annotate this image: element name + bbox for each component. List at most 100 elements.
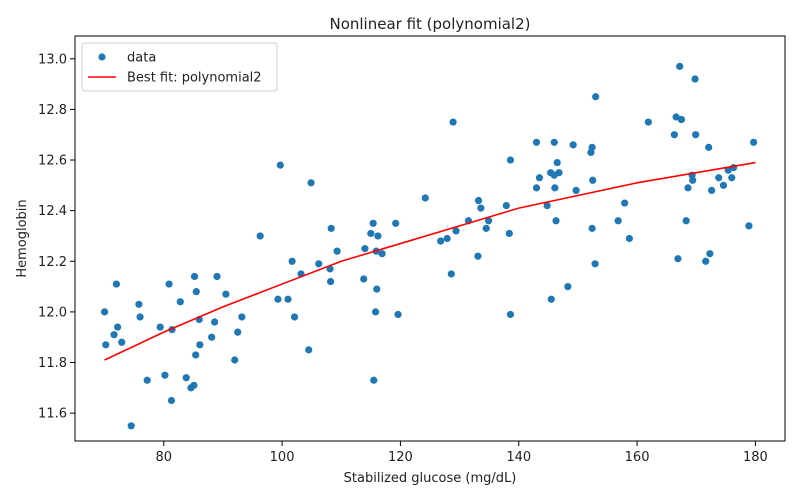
data-point-114 [719,181,728,189]
data-point-75 [535,174,544,182]
data-point-23 [196,341,204,349]
data-point-91 [589,176,597,184]
legend: data Best fit: polynomial2 [81,42,278,92]
data-point-90 [588,224,596,232]
legend-scatter-marker [98,53,106,61]
data-point-110 [705,143,713,151]
data-point-84 [555,169,563,177]
data-point-5 [118,338,126,346]
data-point-101 [676,62,684,70]
data-point-118 [745,222,753,230]
data-point-119 [750,138,758,146]
data-point-95 [621,199,629,207]
chart-title: Nonlinear fit (polynomial2) [329,15,530,33]
x-tick-label: 80 [155,450,172,465]
y-tick-label: 12.8 [38,103,67,118]
data-point-107 [691,75,699,83]
data-point-20 [192,351,200,359]
data-point-31 [256,232,264,240]
data-point-18 [190,381,198,389]
y-tick-label: 12.4 [38,204,67,219]
data-point-115 [724,166,732,174]
legend-label-data: data [127,51,156,66]
data-point-33 [276,161,284,169]
data-point-103 [682,217,690,225]
data-point-21 [192,288,200,296]
data-point-34 [284,295,292,303]
plot-area [100,62,758,430]
x-tick-label: 180 [743,450,768,465]
data-point-82 [552,217,560,225]
data-point-50 [371,308,380,316]
data-point-93 [592,93,600,101]
data-point-38 [305,346,313,354]
data-point-0 [100,308,109,316]
y-tick-label: 12.0 [38,305,67,320]
data-point-98 [670,131,678,139]
data-point-108 [692,131,700,139]
data-point-86 [569,141,577,149]
data-point-35 [288,257,296,265]
data-point-72 [506,156,515,164]
x-tick-label: 120 [388,450,413,465]
data-point-104 [684,184,692,192]
data-point-80 [550,138,558,146]
data-point-27 [222,290,230,298]
data-point-30 [238,313,246,321]
data-point-70 [505,229,513,238]
data-point-58 [437,237,445,245]
data-point-19 [190,272,199,281]
legend-box [81,42,278,92]
data-point-100 [674,255,682,263]
y-tick-label: 13.0 [38,52,67,67]
data-point-4 [114,323,122,331]
plot-frame [74,35,786,442]
data-point-116 [728,174,736,182]
data-point-102 [677,115,686,124]
data-point-3 [112,280,121,288]
data-point-16 [182,374,190,382]
data-point-29 [234,328,242,336]
data-point-69 [502,201,510,210]
data-point-85 [564,282,572,291]
x-axis-title: Stabilized glucose (mg/dL) [344,471,517,486]
data-point-52 [373,285,381,293]
data-point-53 [374,232,382,240]
data-point-87 [572,186,580,195]
data-point-43 [327,224,335,232]
data-point-81 [551,184,559,192]
data-point-49 [370,376,378,384]
data-point-45 [360,275,368,283]
data-point-9 [143,376,151,384]
data-point-62 [452,227,460,235]
legend-label-fit: Best fit: polynomial2 [127,71,262,86]
data-point-48 [369,219,377,227]
data-point-60 [447,270,455,278]
data-point-78 [547,295,555,303]
y-tick-label: 12.2 [38,255,67,270]
data-point-61 [449,118,457,126]
data-point-25 [211,318,219,326]
data-point-10 [156,323,164,331]
data-point-66 [477,204,485,212]
data-point-2 [110,331,118,339]
y-tick-label: 11.8 [38,356,67,371]
data-point-71 [506,310,515,319]
data-point-111 [706,250,714,258]
data-point-57 [421,194,429,202]
y-axis-title: Hemoglobin [15,199,30,277]
data-point-64 [474,252,482,260]
x-axis: 80 100 120 140 160 180 [155,441,768,465]
data-point-15 [176,298,184,306]
data-point-94 [614,217,622,225]
data-point-55 [392,219,400,227]
data-point-54 [378,250,386,258]
data-point-47 [367,229,375,238]
data-point-83 [553,158,561,167]
x-tick-label: 100 [270,450,295,465]
data-point-92 [591,260,599,268]
data-point-99 [672,113,680,121]
data-point-67 [482,224,490,232]
data-point-40 [315,260,323,268]
